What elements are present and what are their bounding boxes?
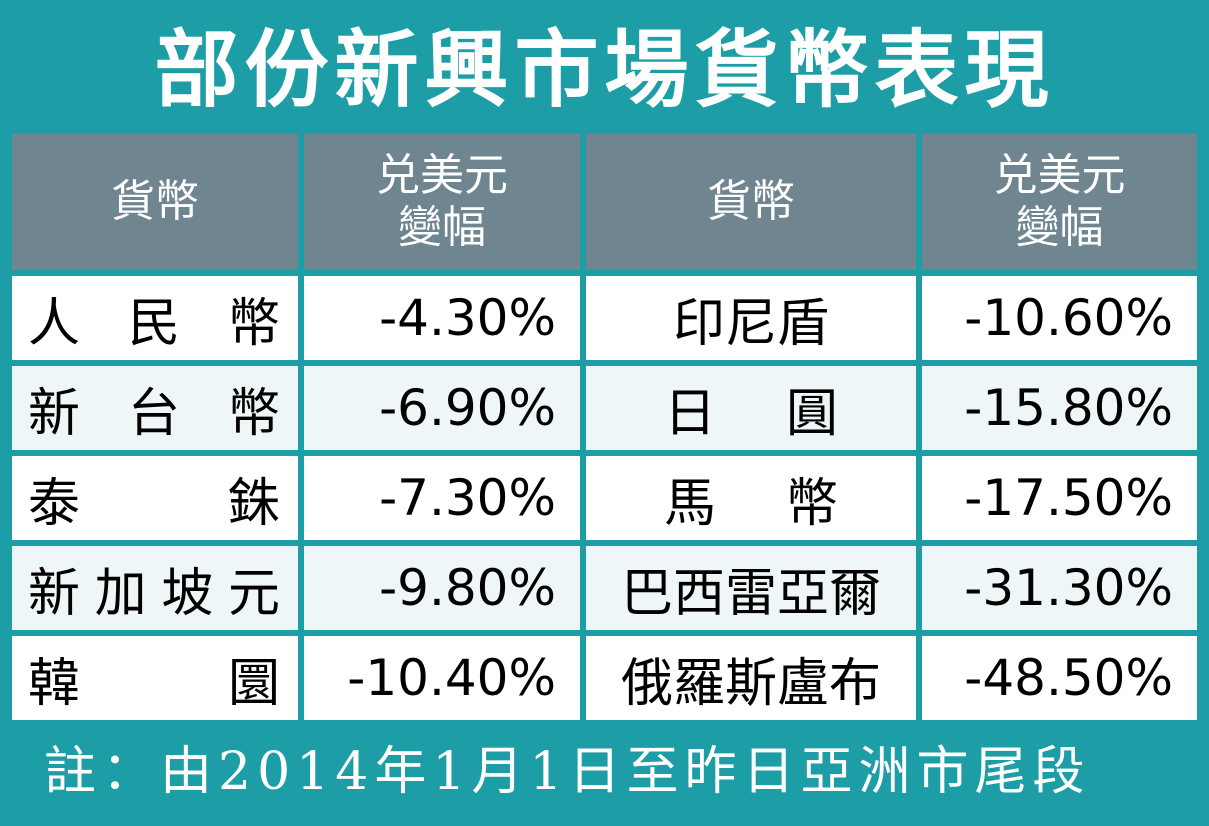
table-cell-currency: 新加坡元 [12,546,298,630]
currency-char: 印 [672,293,725,354]
table-cell-currency: 韓圜 [12,636,298,720]
table-cell-currency: 印尼盾 [586,276,916,360]
header-change-left: 兑美元 變幅 [304,134,580,270]
currency-char: 斯 [724,653,777,714]
header-currency-label: 貨幣 [111,176,199,227]
currency-char: 韓 [28,653,81,714]
currency-char: 幣 [786,473,839,534]
currency-char: 圓 [786,383,839,444]
currency-char: 俄 [620,653,673,714]
currency-char: 巴 [620,563,673,624]
currency-char: 西 [672,563,725,624]
currency-char: 盧 [777,653,830,714]
currency-char: 銖 [227,473,280,534]
header-currency-left: 貨幣 [12,134,298,270]
header-change-right: 兑美元 變幅 [922,134,1197,270]
table-cell-change: -15.80% [922,366,1197,450]
currency-char: 圜 [227,653,280,714]
footnote: 註：由2014年1月1日至昨日亞洲市尾段 [44,742,1091,802]
currency-char: 亞 [777,563,830,624]
currency-char: 布 [829,653,882,714]
header-change-line2: 變幅 [398,202,486,253]
currency-char: 幣 [227,293,280,354]
table-cell-currency: 馬幣 [586,456,916,540]
table-cell-currency: 巴西雷亞爾 [586,546,916,630]
table-cell-change: -10.60% [922,276,1197,360]
currency-char: 元 [227,563,280,624]
table-cell-currency: 泰銖 [12,456,298,540]
table-cell-currency: 人民幣 [12,276,298,360]
currency-char: 幣 [227,383,280,444]
currency-char: 新 [28,563,81,624]
currency-char: 馬 [663,473,716,534]
currency-char: 坡 [161,563,214,624]
table-cell-change: -48.50% [922,636,1197,720]
header-change-line1: 兑美元 [993,150,1126,201]
currency-char: 羅 [672,653,725,714]
table-cell-change: -17.50% [922,456,1197,540]
currency-char: 民 [127,293,180,354]
header-currency-label: 貨幣 [707,176,795,227]
header-currency-right: 貨幣 [586,134,916,270]
currency-char: 爾 [829,563,882,624]
currency-char: 加 [94,563,147,624]
table-cell-currency: 俄羅斯盧布 [586,636,916,720]
page-title: 部份新興市場貨幣表現 [154,21,1055,119]
table-cell-change: -9.80% [304,546,580,630]
table-cell-change: -31.30% [922,546,1197,630]
currency-char: 雷 [724,563,777,624]
table-cell-change: -10.40% [304,636,580,720]
table-cell-change: -6.90% [304,366,580,450]
currency-char: 泰 [28,473,81,534]
header-change-line1: 兑美元 [376,150,508,201]
currency-table: 貨幣 兑美元 變幅 貨幣 兑美元 變幅 人民幣 -4.30% 印尼盾 -10.60% 新… [12,134,1197,720]
currency-char: 人 [28,293,81,354]
currency-char: 新 [28,383,81,444]
header-change-line2: 變幅 [1015,202,1104,253]
table-cell-change: -4.30% [304,276,580,360]
table-cell-currency: 新台幣 [12,366,298,450]
currency-char: 尼 [724,293,777,354]
currency-char: 台 [127,383,180,444]
table-cell-currency: 日圓 [586,366,916,450]
currency-char: 日 [663,383,716,444]
currency-char: 盾 [777,293,830,354]
table-cell-change: -7.30% [304,456,580,540]
